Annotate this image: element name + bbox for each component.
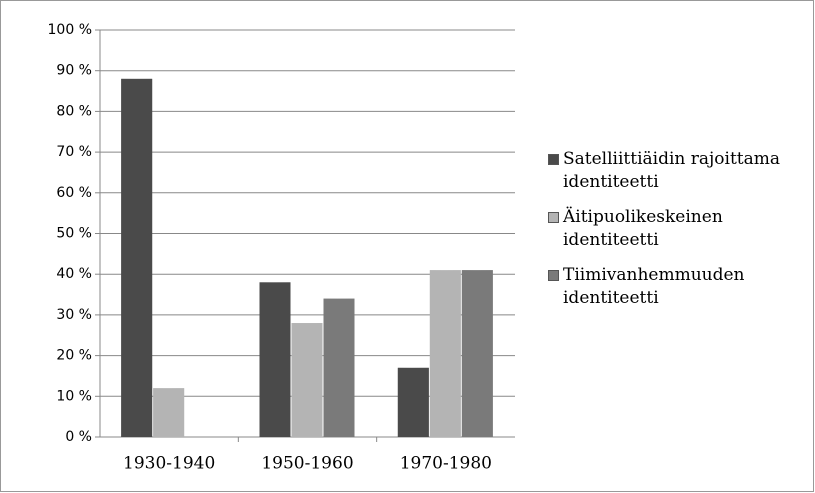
y-tick-label: 40 %: [56, 266, 92, 282]
y-tick-label: 0 %: [65, 429, 92, 445]
y-tick-label: 10 %: [56, 388, 92, 404]
y-tick-label: 30 %: [56, 307, 92, 323]
bar-shine: [397, 367, 429, 437]
legend-item: Äitipuolikeskeinen identiteetti: [548, 206, 813, 252]
bar-shine: [121, 78, 153, 437]
legend-item: Tiimivanhemmuuden identiteetti: [548, 264, 813, 310]
y-tick-label: 50 %: [56, 226, 92, 242]
y-tick-label: 80 %: [56, 103, 92, 119]
bar-shine: [153, 388, 185, 437]
bar-shine: [259, 282, 291, 437]
y-tick-label: 20 %: [56, 348, 92, 364]
y-tick-label: 100 %: [48, 22, 92, 38]
legend-label: Tiimivanhemmuuden identiteetti: [563, 265, 745, 308]
bar-shine: [461, 270, 493, 437]
x-tick-label: 1930-1940: [123, 454, 215, 474]
legend: Satelliittiäidin rajoittama identiteetti…: [548, 148, 813, 322]
legend-label: Äitipuolikeskeinen identiteetti: [563, 207, 723, 250]
y-tick-label: 60 %: [56, 185, 92, 201]
y-tick-label: 90 %: [56, 63, 92, 79]
legend-item: Satelliittiäidin rajoittama identiteetti: [548, 148, 813, 194]
legend-swatch: [548, 154, 559, 165]
legend-swatch: [548, 212, 559, 223]
bar-shine: [429, 270, 461, 437]
x-tick-label: 1970-1980: [400, 454, 492, 474]
x-tick-label: 1950-1960: [261, 454, 353, 474]
legend-swatch: [548, 270, 559, 281]
bar-shine: [323, 298, 355, 437]
y-tick-label: 70 %: [56, 144, 92, 160]
bar-shine: [291, 323, 323, 437]
legend-label: Satelliittiäidin rajoittama identiteetti: [563, 149, 781, 192]
